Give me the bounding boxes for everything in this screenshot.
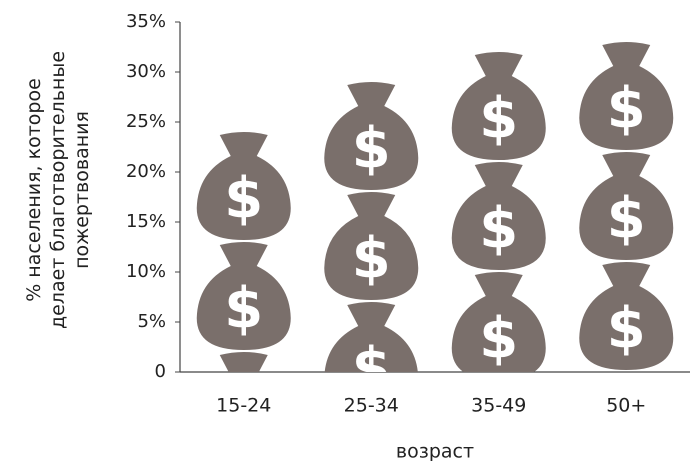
y-axis-label-line: пожертвования — [71, 111, 93, 269]
bag-symbol: $ — [352, 336, 391, 401]
bag-shape — [579, 42, 674, 150]
bag-shape — [324, 82, 419, 190]
bag-symbol: $ — [479, 306, 518, 371]
bag-icon: $ — [324, 82, 419, 190]
y-axis-label: % населения, которое делает благотворител… — [23, 51, 93, 329]
bag-icon: $ — [451, 162, 546, 270]
bag-icon: $ — [324, 302, 418, 401]
x-axis-label: возраст — [396, 441, 474, 461]
bag-icon: $ — [579, 262, 674, 370]
bag-symbol: $ — [607, 76, 646, 141]
bag-symbol: $ — [607, 186, 646, 251]
x-tick-label: 50+ — [606, 395, 646, 417]
bag-symbol: $ — [224, 276, 263, 341]
bag-symbol: $ — [224, 166, 263, 231]
bag-shape — [324, 302, 418, 372]
bag-icon: $ — [196, 242, 291, 350]
bag-shape — [579, 152, 674, 260]
bar: $ $ $ — [451, 52, 546, 372]
bag-symbol: $ — [607, 296, 646, 361]
y-axis-label-line: % населения, которое — [23, 78, 45, 302]
bag-icon: $ — [451, 272, 546, 372]
bar: $ $ $ — [579, 42, 674, 370]
bag-symbol: $ — [352, 226, 391, 291]
bag-symbol: $ — [479, 196, 518, 261]
bag-icon: $ — [579, 152, 674, 260]
y-axis-label-line: делает благотворительные — [47, 51, 69, 329]
bag-shape — [219, 352, 268, 372]
bag-shape — [451, 272, 546, 372]
bag-icon: $ — [579, 42, 674, 150]
x-tick-label: 15-24 — [216, 395, 271, 417]
x-tick-label: 25-34 — [344, 395, 399, 417]
x-tick-label: 35-49 — [471, 395, 526, 417]
bar: $ $ $ — [324, 82, 419, 401]
bag-shape — [196, 242, 291, 350]
bag-icon: $ — [196, 132, 291, 240]
bag-shape — [451, 52, 546, 160]
bar: $ $ $ — [196, 132, 291, 372]
y-tick-label: 0 — [155, 361, 166, 382]
y-tick-label: 30% — [126, 61, 166, 82]
bag-symbol: $ — [352, 116, 391, 181]
bag-icon: $ — [324, 192, 419, 300]
bag-icon: $ — [451, 52, 546, 160]
bag-shape — [451, 162, 546, 270]
y-tick-label: 25% — [126, 111, 166, 132]
y-tick-label: 5% — [137, 311, 166, 332]
y-tick-label: 20% — [126, 161, 166, 182]
bag-symbol: $ — [479, 86, 518, 151]
bag-shape — [196, 132, 291, 240]
y-tick-label: 10% — [126, 261, 166, 282]
bag-shape — [579, 262, 674, 370]
bag-icon: $ — [219, 352, 268, 372]
bag-shape — [324, 192, 419, 300]
y-tick-label: 35% — [126, 11, 166, 32]
y-tick-label: 15% — [126, 211, 166, 232]
